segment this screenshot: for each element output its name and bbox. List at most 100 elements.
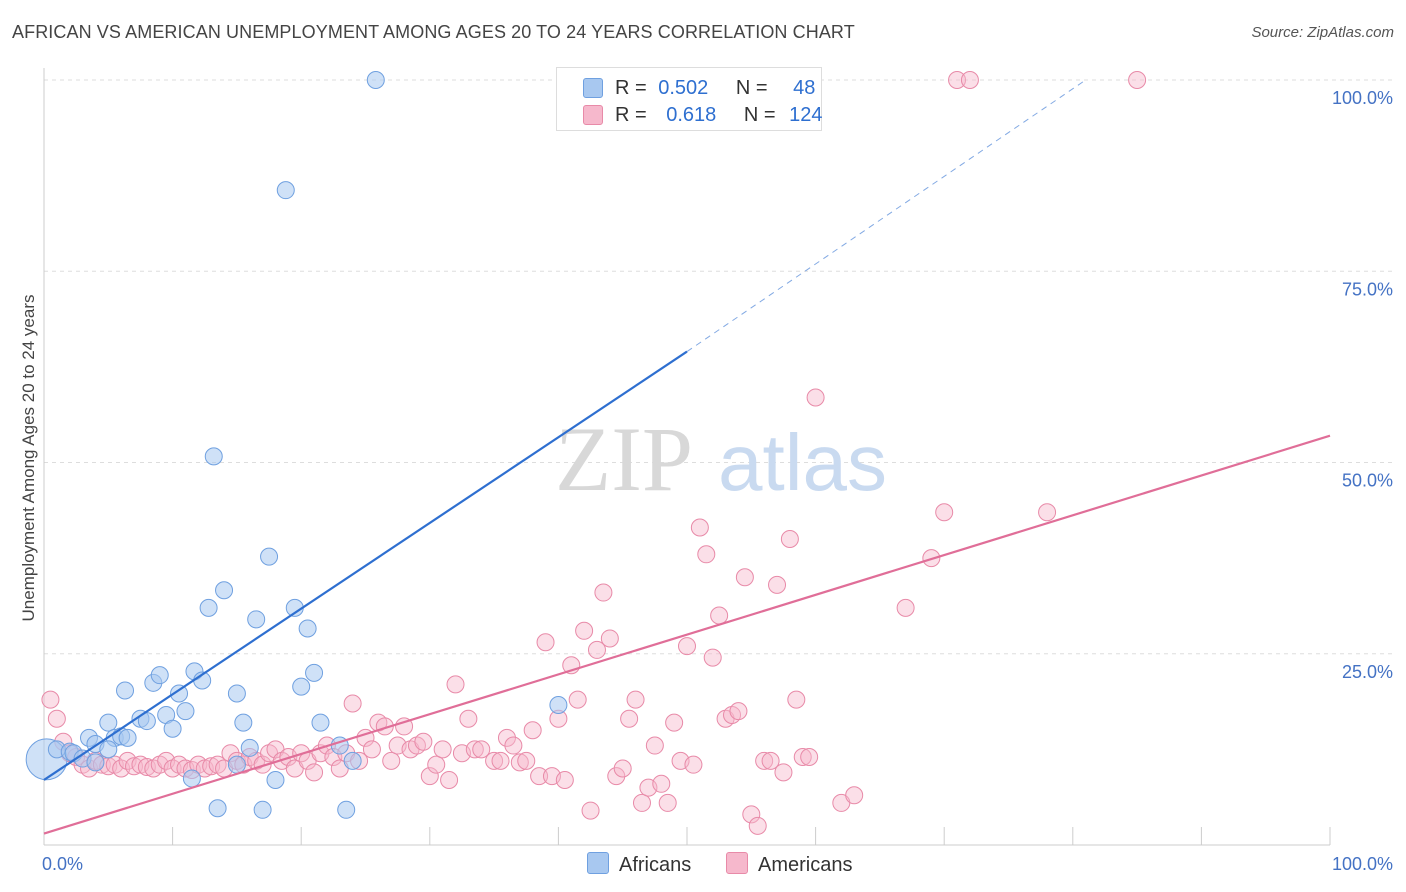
americans-point	[427, 755, 446, 774]
americans-point	[568, 690, 587, 709]
americans-point	[594, 583, 613, 602]
americans-point	[761, 751, 780, 770]
americans-point	[504, 736, 523, 755]
americans-point	[575, 621, 594, 640]
africans-point	[253, 800, 272, 819]
americans-point	[420, 767, 439, 786]
legend-n-africans: 48	[793, 77, 816, 99]
americans-point	[253, 755, 272, 774]
americans-point	[472, 740, 491, 759]
trend-lines	[43, 79, 1331, 835]
legend-swatch-africans	[583, 78, 603, 98]
watermark-zip: ZIP	[555, 408, 693, 510]
americans-point	[935, 503, 954, 522]
tick-labels: 25.0% 50.0% 75.0% 100.0% 0.0% 100.0%	[42, 88, 1393, 874]
americans-point	[800, 748, 819, 767]
americans-point	[703, 648, 722, 667]
africans-point	[260, 547, 279, 566]
americans-point	[587, 640, 606, 659]
americans-point	[395, 717, 414, 736]
americans-point	[793, 748, 812, 767]
americans-point	[960, 71, 979, 89]
americans-point	[948, 71, 967, 89]
americans-point	[465, 740, 484, 759]
americans-point	[446, 675, 465, 694]
americans-trend-line	[43, 434, 1331, 835]
americans-point	[440, 770, 459, 789]
africans-point	[549, 696, 568, 715]
africans-point	[266, 770, 285, 789]
americans-point	[645, 736, 664, 755]
americans-point	[41, 690, 60, 709]
legend-row-americans: R = 0.618 N = 124	[615, 104, 823, 127]
africans-point	[276, 181, 295, 200]
africans-point	[199, 598, 218, 617]
x-tick-label: 0.0%	[42, 854, 83, 874]
americans-point	[555, 770, 574, 789]
bottom-legend-americans: Americans	[726, 852, 852, 877]
americans-point	[658, 793, 677, 812]
legend-r-label: R =	[615, 77, 647, 99]
americans-point	[47, 709, 66, 728]
americans-point	[536, 633, 555, 652]
bottom-legend-africans: Africans	[587, 852, 691, 877]
americans-point	[780, 530, 799, 548]
americans-point	[607, 767, 626, 786]
americans-point	[806, 388, 825, 407]
americans-point	[748, 816, 767, 835]
legend-r-label: R =	[615, 104, 647, 126]
africans-point	[247, 610, 266, 629]
americans-point	[768, 575, 787, 594]
americans-point	[626, 690, 645, 709]
americans-point	[382, 751, 401, 770]
americans-point	[697, 545, 716, 564]
bottom-legend-swatch-americans	[726, 852, 748, 874]
africans-point	[170, 684, 189, 703]
legend-r-africans: 0.502	[658, 77, 709, 99]
americans-point	[600, 629, 619, 648]
africans-point	[311, 713, 330, 732]
legend: R = 0.502 N = 48 R = 0.618 N = 124	[556, 67, 823, 131]
africans-point	[86, 753, 105, 772]
americans-point	[491, 751, 510, 770]
americans-point	[362, 740, 381, 759]
y-axis-label: Unemployment Among Ages 20 to 24 years	[19, 295, 38, 622]
africans-point	[240, 738, 259, 757]
africans-point	[298, 619, 317, 638]
africans-point	[227, 684, 246, 703]
legend-n-label: N =	[743, 104, 776, 126]
y-tick-label: 100.0%	[1332, 88, 1393, 108]
americans-point	[845, 786, 864, 805]
africans-point	[150, 666, 169, 685]
americans-point	[787, 690, 806, 709]
americans-point	[510, 753, 529, 772]
americans-point	[343, 694, 362, 713]
africans-point	[182, 769, 201, 788]
bottom-legend-label-africans: Africans	[619, 854, 692, 876]
africans-points	[25, 71, 568, 819]
americans-point	[652, 774, 671, 793]
americans-point	[690, 518, 709, 537]
chart-title: AFRICAN VS AMERICAN UNEMPLOYMENT AMONG A…	[12, 22, 855, 42]
americans-point	[684, 755, 703, 774]
africans-point	[163, 719, 182, 738]
americans-point	[1128, 71, 1147, 89]
africans-point	[99, 740, 118, 759]
americans-point	[665, 713, 684, 732]
americans-point	[305, 763, 324, 782]
africans-point	[215, 581, 234, 600]
africans-point	[208, 799, 227, 818]
legend-n-label: N =	[735, 77, 768, 99]
americans-point	[735, 568, 754, 587]
americans-point	[632, 793, 651, 812]
africans-point	[292, 677, 311, 696]
africans-trend-extension	[686, 79, 1086, 352]
legend-row-africans: R = 0.502 N = 48	[615, 77, 815, 100]
americans-point	[896, 598, 915, 617]
gridlines	[44, 79, 1392, 655]
legend-n-americans: 124	[789, 104, 823, 126]
africans-point	[305, 663, 324, 682]
source-label: Source: ZipAtlas.com	[1251, 24, 1394, 41]
africans-point	[234, 713, 253, 732]
africans-trend-line	[43, 350, 688, 781]
